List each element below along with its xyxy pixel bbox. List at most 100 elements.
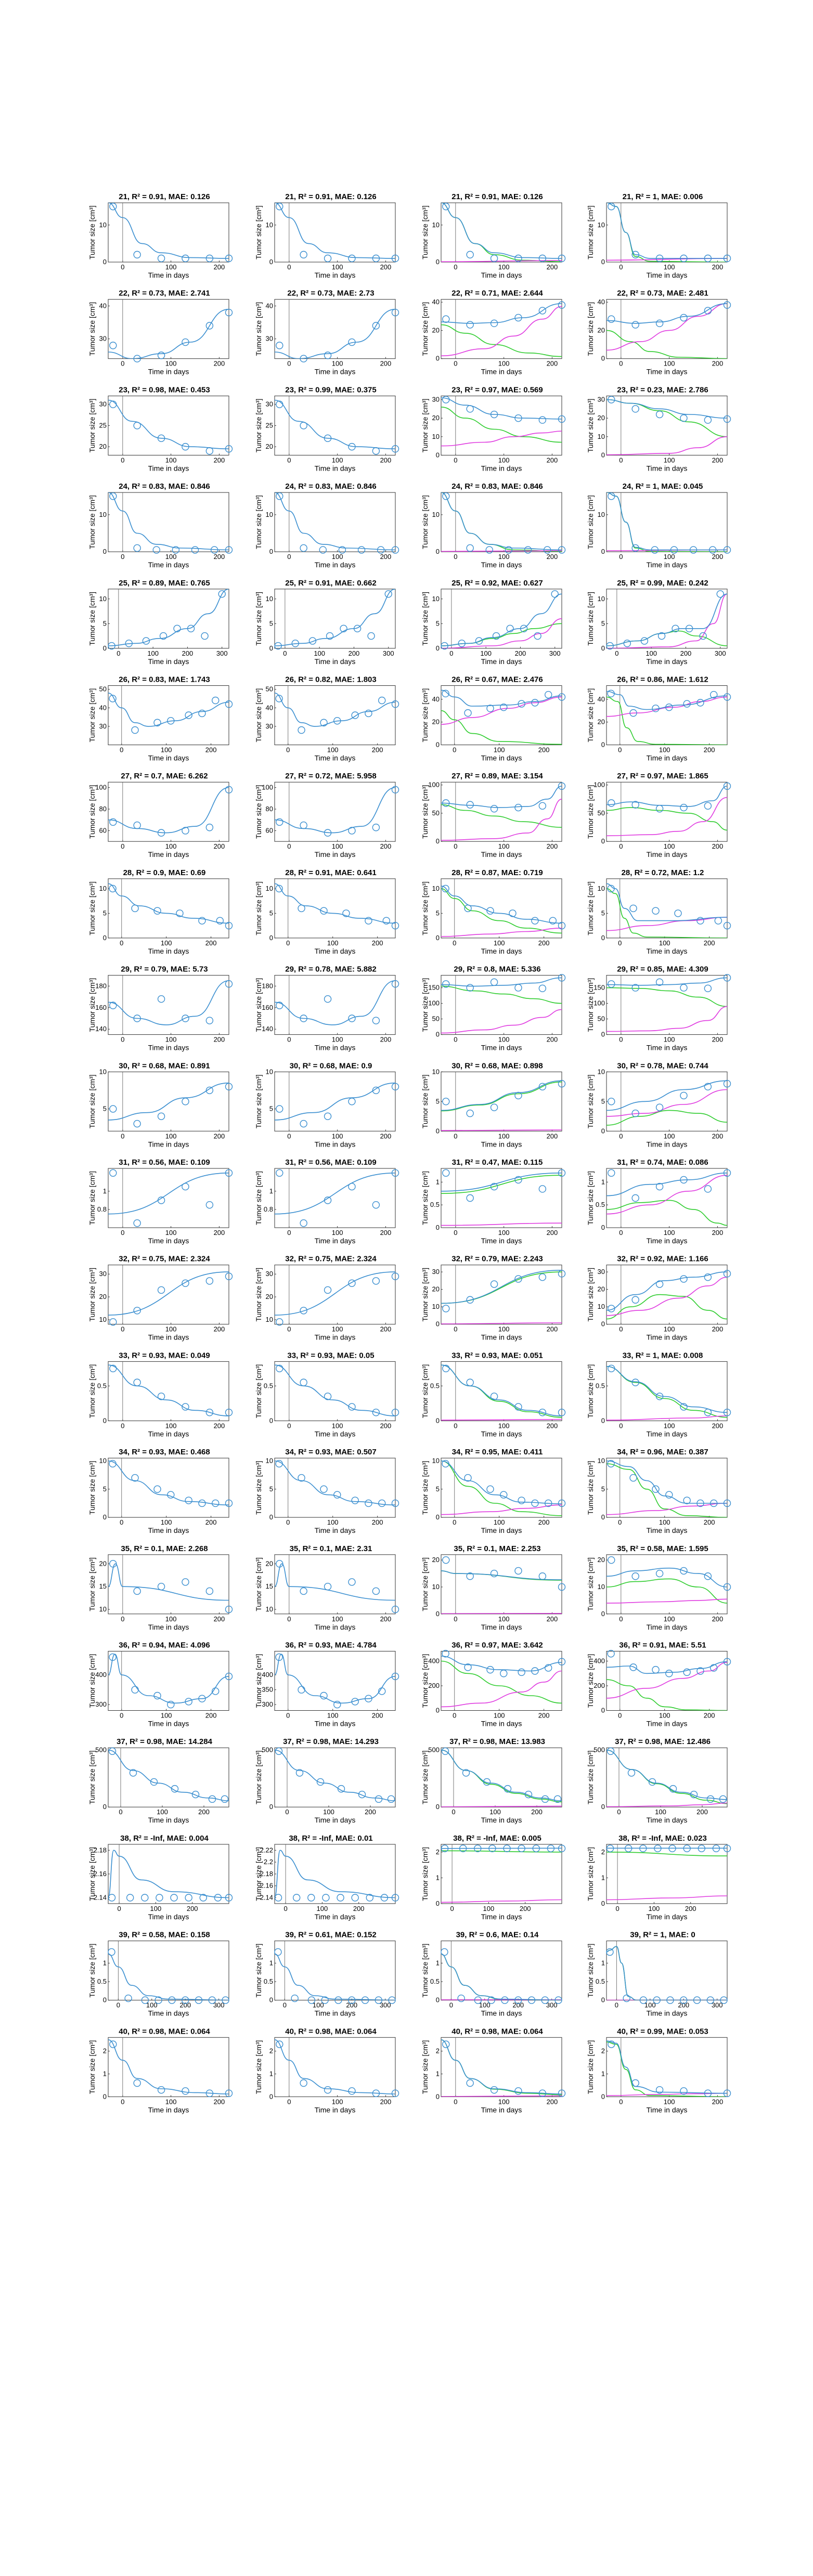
subplot-title: 35, R² = 0.1, MAE: 2.253 xyxy=(454,1544,540,1553)
observed-point xyxy=(464,904,472,913)
observed-point xyxy=(225,700,233,708)
y-axis-label: Tumor size [cm³] xyxy=(254,2040,263,2094)
observed-point xyxy=(524,546,532,554)
observed-point xyxy=(608,1556,615,1564)
observed-point xyxy=(275,1460,283,1468)
observed-point xyxy=(182,254,189,263)
observed-point xyxy=(225,1272,233,1280)
observed-point xyxy=(342,909,350,917)
y-tick-label: 0 xyxy=(103,1416,107,1424)
subplot-title: 24, R² = 0.83, MAE: 0.846 xyxy=(451,482,543,491)
observed-point xyxy=(723,2089,731,2097)
x-axis-label: Time in days xyxy=(148,754,189,762)
x-axis-label: Time in days xyxy=(148,1044,189,1052)
x-tick-label: 100 xyxy=(494,1712,505,1720)
y-tick-label: 5 xyxy=(436,909,440,917)
x-tick-label: 0 xyxy=(454,263,457,271)
y-tick-label: 20 xyxy=(99,1559,107,1567)
y-tick-label: 1 xyxy=(601,2070,605,2077)
observed-point xyxy=(205,1587,214,1595)
observed-point xyxy=(639,1996,648,2004)
observed-point xyxy=(274,1948,282,1956)
x-axis-label: Time in days xyxy=(481,850,522,858)
y-tick-label: 10 xyxy=(266,221,273,229)
observed-point xyxy=(466,1572,474,1580)
observed-point xyxy=(198,709,206,718)
subplot-title: 23, R² = 0.97, MAE: 0.569 xyxy=(451,385,543,394)
sensitive-curve xyxy=(606,1852,727,1856)
observed-point xyxy=(320,1692,328,1700)
observed-point xyxy=(624,1844,633,1853)
y-tick-label: 40 xyxy=(99,704,107,711)
observed-point xyxy=(348,443,356,451)
x-tick-label: 100 xyxy=(314,649,325,657)
y-axis-label: Tumor size [cm³] xyxy=(421,495,429,549)
total-curve xyxy=(606,1173,727,1196)
observed-point xyxy=(276,1001,283,1009)
observed-point xyxy=(704,1572,712,1580)
subplot-title: 28, R² = 0.9, MAE: 0.69 xyxy=(123,868,206,877)
y-tick-label: 0 xyxy=(269,644,273,652)
observed-point xyxy=(300,422,307,430)
sensitive-curve xyxy=(441,1081,562,1112)
y-tick-label: 30 xyxy=(432,1268,440,1276)
x-tick-label: 0 xyxy=(287,1422,291,1429)
x-tick-label: 0 xyxy=(619,1036,623,1044)
y-axis-label: Tumor size [cm³] xyxy=(254,1364,263,1419)
x-tick-label: 0 xyxy=(615,649,618,657)
observed-point xyxy=(133,355,141,362)
plot-frame xyxy=(274,492,396,552)
y-tick-label: 0 xyxy=(601,1610,605,1618)
x-tick-label: 200 xyxy=(531,1808,543,1816)
observed-point xyxy=(558,693,566,701)
observed-point xyxy=(276,400,283,408)
x-tick-label: 100 xyxy=(327,939,339,947)
plot-frame xyxy=(274,1554,396,1615)
observed-point xyxy=(366,1894,373,1902)
y-axis-label: Tumor size [cm³] xyxy=(421,1171,429,1225)
observed-point xyxy=(320,719,328,726)
subplot-title: 36, R² = 0.94, MAE: 4.096 xyxy=(119,1641,210,1650)
y-tick-label: 10 xyxy=(99,884,107,892)
resistant-curve xyxy=(441,1899,562,1903)
observed-point xyxy=(300,1014,307,1022)
x-tick-label: 100 xyxy=(161,1712,172,1720)
x-tick-label: 100 xyxy=(161,746,172,754)
y-axis-label: Tumor size [cm³] xyxy=(254,881,263,935)
x-axis-label: Time in days xyxy=(315,1140,356,1148)
observed-point xyxy=(608,202,615,211)
x-tick-label: 300 xyxy=(380,2001,391,2009)
x-tick-label: 0 xyxy=(454,1132,457,1140)
observed-point xyxy=(300,355,307,362)
x-tick-label: 200 xyxy=(712,263,724,271)
x-tick-label: 0 xyxy=(618,1518,622,1526)
observed-point xyxy=(652,1666,660,1674)
observed-point xyxy=(531,699,539,707)
y-tick-label: 40 xyxy=(432,695,440,703)
observed-point xyxy=(608,396,615,404)
total-curve xyxy=(606,1661,727,1674)
x-tick-label: 0 xyxy=(618,746,622,754)
plot-frame xyxy=(441,1265,562,1325)
y-axis-label: Tumor size [cm³] xyxy=(421,688,429,743)
observed-point xyxy=(442,1098,450,1105)
x-axis-label: Time in days xyxy=(315,657,356,666)
y-axis-label: Tumor size [cm³] xyxy=(586,1074,595,1128)
y-axis-label: Tumor size [cm³] xyxy=(88,1557,96,1611)
y-axis-label: Tumor size [cm³] xyxy=(421,1364,429,1419)
plot-frame xyxy=(108,2037,229,2097)
observed-point xyxy=(129,1769,137,1777)
observed-point xyxy=(131,726,139,734)
observed-point xyxy=(547,1844,555,1853)
observed-point xyxy=(153,1485,161,1493)
observed-point xyxy=(182,443,189,451)
y-tick-label: 30 xyxy=(598,396,605,404)
observed-point xyxy=(324,1196,332,1204)
observed-point xyxy=(608,2040,615,2048)
x-tick-label: 200 xyxy=(547,1325,558,1333)
x-tick-label: 200 xyxy=(380,360,392,368)
